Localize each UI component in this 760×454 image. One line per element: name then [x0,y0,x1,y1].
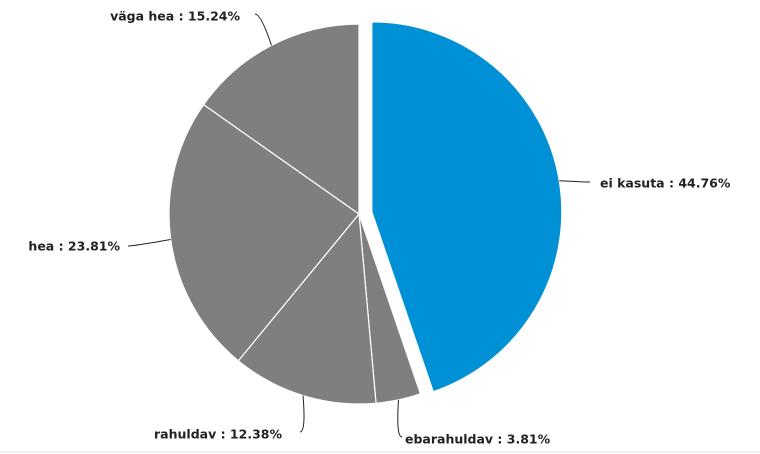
pie-slice [168,103,360,362]
leader-line [254,13,272,46]
slice-label: ebarahuldav : 3.81% [405,432,551,447]
pie-slice [237,212,377,405]
slice-label: hea : 23.81% [28,239,120,254]
pie-slice [371,21,563,393]
leader-line [397,399,403,438]
leader-line [127,239,171,247]
leader-line [299,395,305,433]
slice-label: väga hea : 15.24% [110,9,240,24]
slice-label: ei kasuta : 44.76% [600,176,731,191]
leader-line [559,180,591,183]
slice-label: rahuldav : 12.38% [154,427,282,442]
